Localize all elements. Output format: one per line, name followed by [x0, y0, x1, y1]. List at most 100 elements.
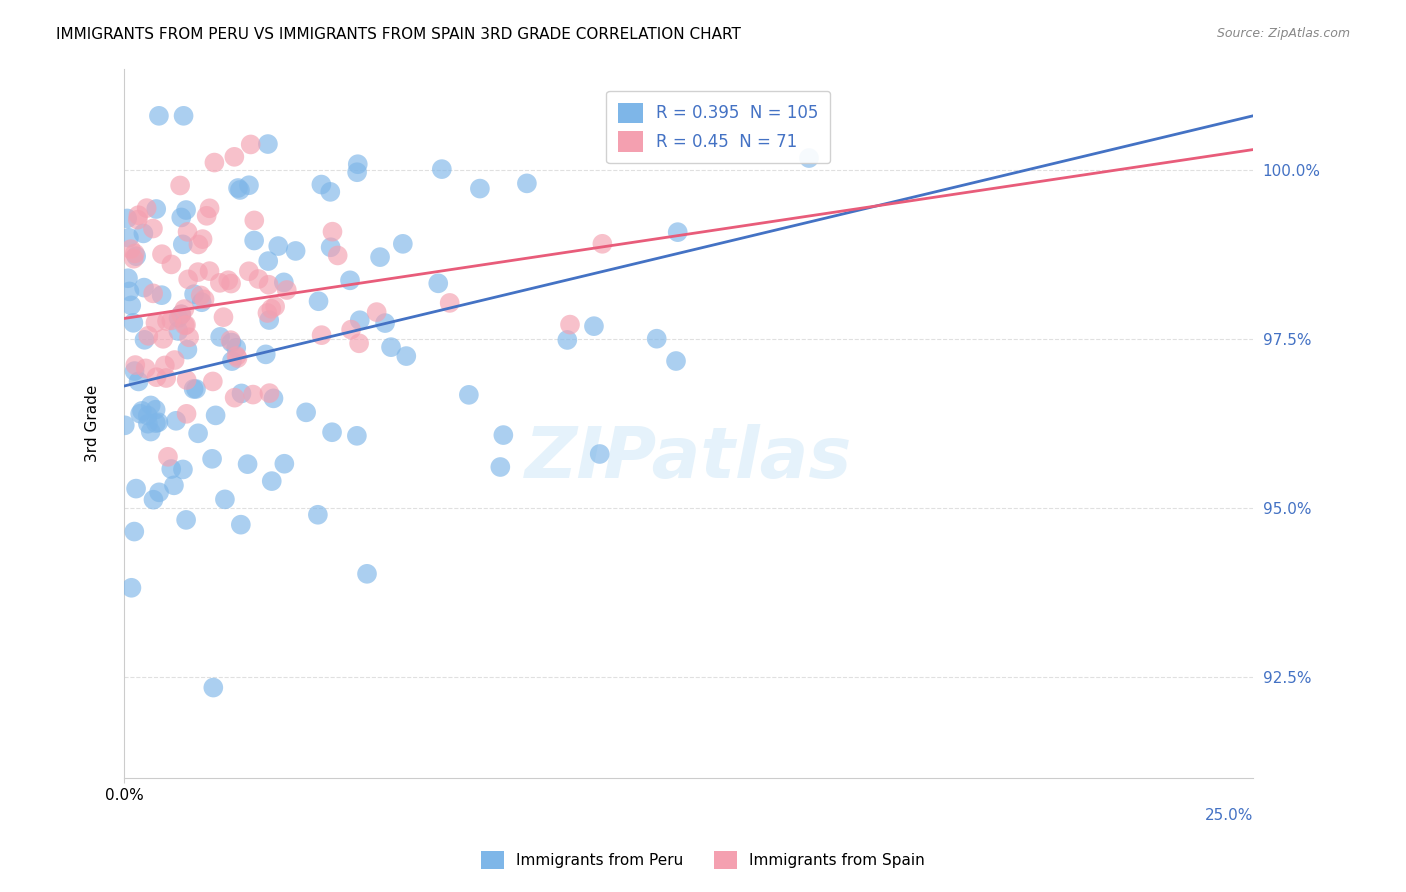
Immigrants from Peru — [229, 183, 252, 197]
Legend: Immigrants from Peru, Immigrants from Spain: Immigrants from Peru, Immigrants from Sp… — [475, 845, 931, 875]
Immigrants from Spain — [321, 225, 343, 239]
Immigrants from Spain — [156, 314, 179, 328]
Immigrants from Peru — [273, 457, 295, 471]
Immigrants from Peru — [321, 425, 343, 440]
Immigrants from Spain — [264, 300, 287, 314]
Immigrants from Peru — [204, 409, 226, 423]
Immigrants from Spain — [135, 201, 157, 215]
Immigrants from Peru — [356, 566, 378, 581]
Immigrants from Spain — [152, 332, 174, 346]
Immigrants from Peru — [174, 513, 197, 527]
Immigrants from Peru — [134, 333, 156, 347]
Immigrants from Spain — [217, 273, 239, 287]
Immigrants from Peru — [346, 429, 368, 443]
Immigrants from Spain — [326, 248, 349, 262]
Immigrants from Spain — [201, 375, 224, 389]
Immigrants from Peru — [148, 109, 170, 123]
Text: Source: ZipAtlas.com: Source: ZipAtlas.com — [1216, 27, 1350, 40]
Immigrants from Spain — [558, 318, 581, 332]
Immigrants from Spain — [198, 202, 221, 216]
Immigrants from Spain — [260, 301, 283, 316]
Immigrants from Peru — [118, 285, 141, 299]
Immigrants from Peru — [430, 162, 453, 177]
Immigrants from Spain — [195, 209, 218, 223]
Immigrants from Spain — [439, 296, 461, 310]
Immigrants from Spain — [177, 330, 200, 344]
Immigrants from Peru — [173, 109, 195, 123]
Immigrants from Peru — [150, 288, 173, 302]
Immigrants from Spain — [191, 232, 214, 246]
Immigrants from Peru — [339, 273, 361, 287]
Immigrants from Peru — [257, 136, 280, 151]
Immigrants from Peru — [201, 451, 224, 466]
Immigrants from Peru — [229, 517, 252, 532]
Immigrants from Peru — [582, 319, 605, 334]
Immigrants from Peru — [257, 254, 280, 268]
Immigrants from Peru — [555, 333, 578, 347]
Immigrants from Peru — [209, 330, 232, 344]
Y-axis label: 3rd Grade: 3rd Grade — [86, 384, 100, 462]
Immigrants from Peru — [254, 347, 277, 361]
Immigrants from Spain — [169, 178, 191, 193]
Immigrants from Peru — [120, 298, 142, 312]
Immigrants from Peru — [160, 462, 183, 476]
Immigrants from Spain — [202, 155, 225, 169]
Immigrants from Spain — [142, 221, 165, 235]
Immigrants from Spain — [174, 318, 197, 332]
Immigrants from Peru — [145, 416, 167, 430]
Immigrants from Spain — [145, 316, 167, 330]
Immigrants from Peru — [797, 151, 820, 165]
Immigrants from Peru — [516, 177, 538, 191]
Immigrants from Peru — [145, 202, 167, 216]
Immigrants from Spain — [150, 247, 173, 261]
Immigrants from Peru — [666, 225, 689, 239]
Text: IMMIGRANTS FROM PERU VS IMMIGRANTS FROM SPAIN 3RD GRADE CORRELATION CHART: IMMIGRANTS FROM PERU VS IMMIGRANTS FROM … — [56, 27, 741, 42]
Immigrants from Spain — [142, 286, 165, 301]
Immigrants from Peru — [128, 375, 150, 389]
Immigrants from Spain — [155, 371, 177, 385]
Immigrants from Spain — [156, 450, 179, 464]
Immigrants from Spain — [208, 276, 231, 290]
Immigrants from Peru — [170, 307, 193, 321]
Immigrants from Peru — [221, 354, 243, 368]
Immigrants from Spain — [135, 361, 157, 376]
Immigrants from Peru — [183, 382, 205, 396]
Immigrants from Peru — [295, 405, 318, 419]
Immigrants from Spain — [190, 288, 212, 302]
Immigrants from Peru — [457, 388, 479, 402]
Immigrants from Peru — [132, 227, 155, 241]
Immigrants from Spain — [247, 272, 270, 286]
Immigrants from Peru — [139, 399, 162, 413]
Immigrants from Peru — [257, 313, 280, 327]
Immigrants from Peru — [176, 343, 198, 357]
Immigrants from Peru — [202, 681, 225, 695]
Immigrants from Spain — [177, 272, 200, 286]
Immigrants from Peru — [243, 234, 266, 248]
Immigrants from Peru — [221, 335, 243, 350]
Immigrants from Peru — [136, 409, 159, 423]
Legend: R = 0.395  N = 105, R = 0.45  N = 71: R = 0.395 N = 105, R = 0.45 N = 71 — [606, 91, 831, 163]
Immigrants from Peru — [125, 249, 148, 263]
Immigrants from Peru — [427, 277, 450, 291]
Immigrants from Spain — [224, 391, 246, 405]
Immigrants from Peru — [163, 478, 186, 492]
Immigrants from Peru — [319, 240, 342, 254]
Text: 25.0%: 25.0% — [1205, 808, 1253, 823]
Immigrants from Peru — [142, 492, 165, 507]
Immigrants from Peru — [645, 332, 668, 346]
Immigrants from Spain — [347, 336, 370, 351]
Immigrants from Spain — [160, 257, 183, 271]
Immigrants from Peru — [319, 185, 342, 199]
Immigrants from Spain — [136, 328, 159, 343]
Immigrants from Peru — [238, 178, 260, 193]
Immigrants from Spain — [239, 137, 262, 152]
Immigrants from Peru — [236, 457, 259, 471]
Immigrants from Spain — [193, 293, 215, 307]
Immigrants from Peru — [349, 313, 371, 327]
Immigrants from Peru — [167, 324, 190, 338]
Immigrants from Spain — [591, 236, 613, 251]
Immigrants from Peru — [468, 181, 491, 195]
Immigrants from Peru — [190, 295, 212, 310]
Immigrants from Peru — [489, 460, 512, 475]
Immigrants from Peru — [145, 402, 167, 417]
